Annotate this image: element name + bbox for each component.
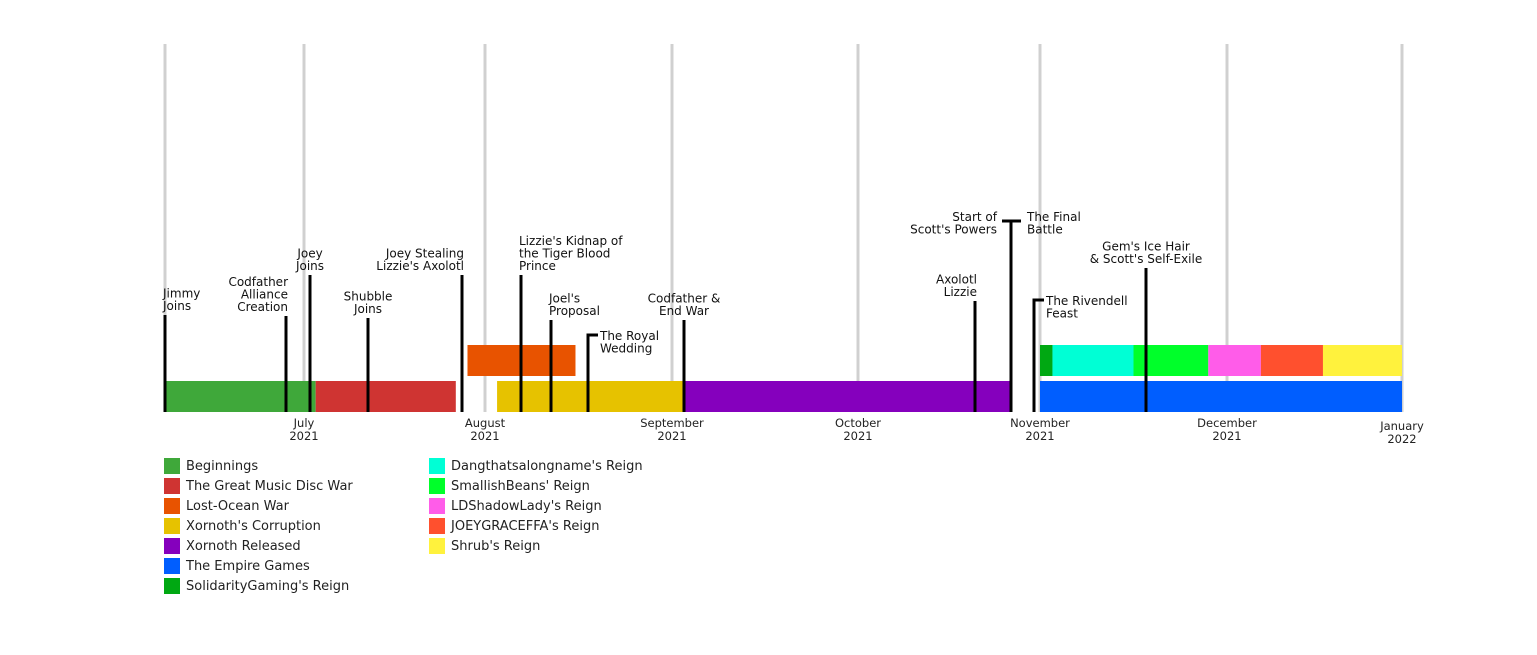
legend-label: Shrub's Reign — [451, 538, 541, 554]
event-label: Alliance — [241, 288, 288, 302]
axis-tick-month: November — [1010, 416, 1070, 430]
legend-swatch — [164, 478, 180, 494]
legend-item: Xornoth's Corruption — [164, 516, 353, 536]
legend-label: The Empire Games — [186, 558, 310, 574]
period-bar — [1322, 345, 1402, 376]
period-bar — [315, 381, 456, 412]
event-label: Prince — [519, 259, 556, 273]
legend-item: SmallishBeans' Reign — [429, 476, 643, 496]
legend-swatch — [164, 558, 180, 574]
event-label: Lizzie's Kidnap of — [519, 234, 623, 248]
event-label: the Tiger Blood — [519, 247, 610, 261]
event-label: Joins — [353, 302, 382, 316]
legend-item: Dangthatsalongname's Reign — [429, 456, 643, 476]
event-label: Axolotl — [936, 273, 977, 287]
axis-tick-month: August — [465, 416, 506, 430]
event-label: Feast — [1046, 307, 1078, 321]
event-label: Joel's — [548, 292, 580, 306]
event-label: The Rivendell — [1045, 294, 1128, 308]
event-label: Joey Stealing — [385, 247, 464, 261]
event-label: & Scott's Self-Exile — [1090, 252, 1202, 266]
axis-tick-year: 2021 — [657, 429, 686, 443]
axis-tick-month: September — [640, 416, 704, 430]
legend-item: Xornoth Released — [164, 536, 353, 556]
legend-label: Xornoth's Corruption — [186, 518, 321, 534]
period-bar — [1208, 345, 1261, 376]
event-label: Wedding — [600, 342, 652, 356]
event-label: Lizzie's Axolotl — [376, 259, 464, 273]
legend-swatch — [164, 518, 180, 534]
legend-swatch — [164, 458, 180, 474]
legend-swatch — [164, 578, 180, 594]
legend-item: LDShadowLady's Reign — [429, 496, 643, 516]
period-bar — [165, 381, 316, 412]
period-bar — [1260, 345, 1323, 376]
axis-tick-year: 2021 — [289, 429, 318, 443]
event-label: Joins — [295, 259, 324, 273]
period-bar — [1052, 345, 1134, 376]
legend-item: Beginnings — [164, 456, 353, 476]
event-label: Shubble — [344, 290, 393, 304]
event-label: Gem's Ice Hair — [1102, 240, 1190, 254]
legend-item: Lost-Ocean War — [164, 496, 353, 516]
axis-tick-month: July — [293, 416, 315, 430]
legend-column-2: Dangthatsalongname's Reign SmallishBeans'… — [429, 456, 643, 556]
legend-item: The Great Music Disc War — [164, 476, 353, 496]
legend-label: LDShadowLady's Reign — [451, 498, 602, 514]
timeline-chart: July2021August2021September2021October20… — [162, 44, 1424, 446]
legend-swatch — [429, 538, 445, 554]
legend-label: Beginnings — [186, 458, 259, 474]
legend-label: The Great Music Disc War — [186, 478, 353, 494]
period-bar — [1040, 345, 1053, 376]
legend-swatch — [164, 498, 180, 514]
event-label: Joey — [296, 247, 322, 261]
legend-swatch — [429, 458, 445, 474]
event-label: The Royal — [599, 329, 659, 343]
axis-tick-month: October — [835, 416, 881, 430]
event-label: Proposal — [549, 304, 600, 318]
period-bar — [684, 381, 1011, 412]
axis-tick-month: December — [1197, 416, 1257, 430]
period-bar — [497, 381, 685, 412]
axis-tick-month: January — [1379, 419, 1424, 433]
event-label: Codfather — [228, 275, 288, 289]
legend-column-1: Beginnings The Great Music Disc War Lost-O… — [164, 456, 353, 596]
legend-swatch — [429, 518, 445, 534]
axis-tick-year: 2021 — [1025, 429, 1054, 443]
legend-item: SolidarityGaming's Reign — [164, 576, 353, 596]
legend-label: Xornoth Released — [186, 538, 301, 554]
event-label: Start of — [952, 210, 997, 224]
event-label: Creation — [237, 300, 288, 314]
legend-item: The Empire Games — [164, 556, 353, 576]
legend-label: SmallishBeans' Reign — [451, 478, 590, 494]
axis-tick-year: 2021 — [470, 429, 499, 443]
legend-label: Dangthatsalongname's Reign — [451, 458, 643, 474]
axis-tick-year: 2022 — [1387, 432, 1416, 446]
axis-tick-year: 2021 — [843, 429, 872, 443]
legend-label: Lost-Ocean War — [186, 498, 289, 514]
legend-item: JOEYGRACEFFA's Reign — [429, 516, 643, 536]
legend-label: SolidarityGaming's Reign — [186, 578, 350, 594]
period-bar — [1040, 381, 1402, 412]
legend-swatch — [429, 498, 445, 514]
legend-swatch — [164, 538, 180, 554]
event-label: Jimmy — [162, 287, 200, 301]
event-label: Battle — [1027, 223, 1063, 237]
event-label: Scott's Powers — [910, 223, 997, 237]
event-label: Joins — [162, 299, 191, 313]
event-label: End War — [659, 304, 709, 318]
event-label: Codfather & — [648, 292, 721, 306]
legend-item: Shrub's Reign — [429, 536, 643, 556]
legend-label: JOEYGRACEFFA's Reign — [451, 518, 600, 534]
event-label: The Final — [1026, 210, 1081, 224]
legend-swatch — [429, 478, 445, 494]
event-label: Lizzie — [944, 285, 977, 299]
axis-tick-year: 2021 — [1212, 429, 1241, 443]
